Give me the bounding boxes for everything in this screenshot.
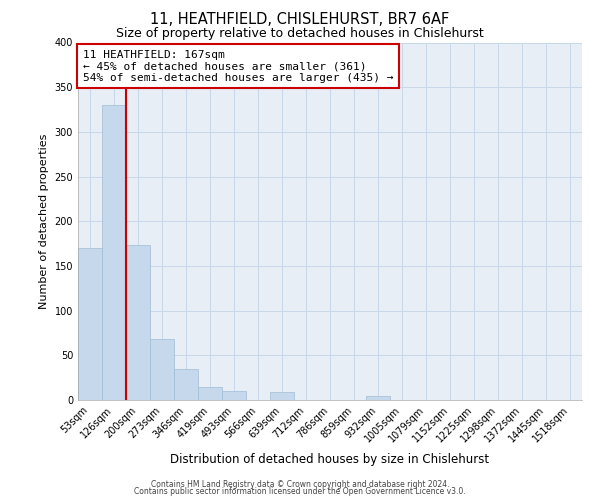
Text: Contains public sector information licensed under the Open Government Licence v3: Contains public sector information licen… bbox=[134, 487, 466, 496]
Text: 11 HEATHFIELD: 167sqm
← 45% of detached houses are smaller (361)
54% of semi-det: 11 HEATHFIELD: 167sqm ← 45% of detached … bbox=[83, 50, 394, 83]
Bar bbox=[126, 246, 150, 400]
Bar bbox=[198, 388, 222, 400]
Bar bbox=[270, 392, 294, 400]
Bar bbox=[174, 368, 198, 400]
Bar bbox=[222, 391, 246, 400]
Text: Size of property relative to detached houses in Chislehurst: Size of property relative to detached ho… bbox=[116, 28, 484, 40]
Bar bbox=[150, 339, 174, 400]
Bar bbox=[78, 248, 102, 400]
X-axis label: Distribution of detached houses by size in Chislehurst: Distribution of detached houses by size … bbox=[170, 452, 490, 466]
Text: Contains HM Land Registry data © Crown copyright and database right 2024.: Contains HM Land Registry data © Crown c… bbox=[151, 480, 449, 489]
Bar bbox=[366, 396, 390, 400]
Bar bbox=[102, 105, 126, 400]
Y-axis label: Number of detached properties: Number of detached properties bbox=[39, 134, 49, 309]
Text: 11, HEATHFIELD, CHISLEHURST, BR7 6AF: 11, HEATHFIELD, CHISLEHURST, BR7 6AF bbox=[151, 12, 449, 28]
